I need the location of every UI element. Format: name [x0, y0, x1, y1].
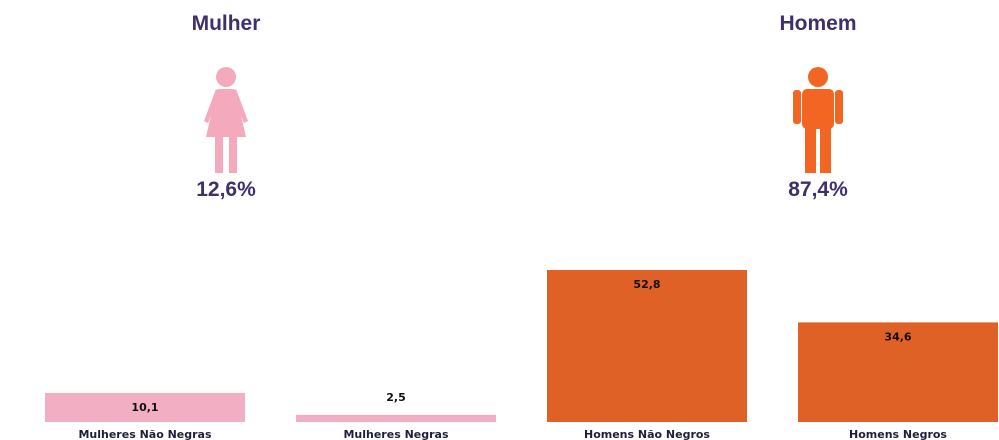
category-label-2: Mulheres Negras — [343, 428, 448, 440]
female-percent: 12,6% — [196, 178, 256, 201]
female-person-icon — [204, 67, 248, 173]
female-summary: Mulher 12,6% — [126, 0, 326, 220]
category-label-4: Homens Negros — [849, 428, 947, 440]
data-label-2: 2,5 — [386, 391, 406, 404]
male-summary: Homem 87,4% — [718, 0, 918, 220]
data-label-1: 10,1 — [131, 401, 158, 414]
category-label-3: Homens Não Negros — [584, 428, 710, 440]
male-title: Homem — [779, 12, 857, 35]
female-title: Mulher — [191, 12, 261, 35]
bar-1 — [45, 392, 245, 422]
bar-2 — [296, 414, 496, 422]
category-label-1: Mulheres Não Negras — [78, 428, 212, 440]
male-person-icon — [793, 67, 843, 173]
data-label-4: 34,6 — [884, 330, 911, 343]
bar-4 — [798, 322, 998, 422]
male-percent: 87,4% — [788, 178, 848, 201]
data-label-3: 52,8 — [633, 278, 660, 291]
bar-3 — [547, 270, 747, 422]
